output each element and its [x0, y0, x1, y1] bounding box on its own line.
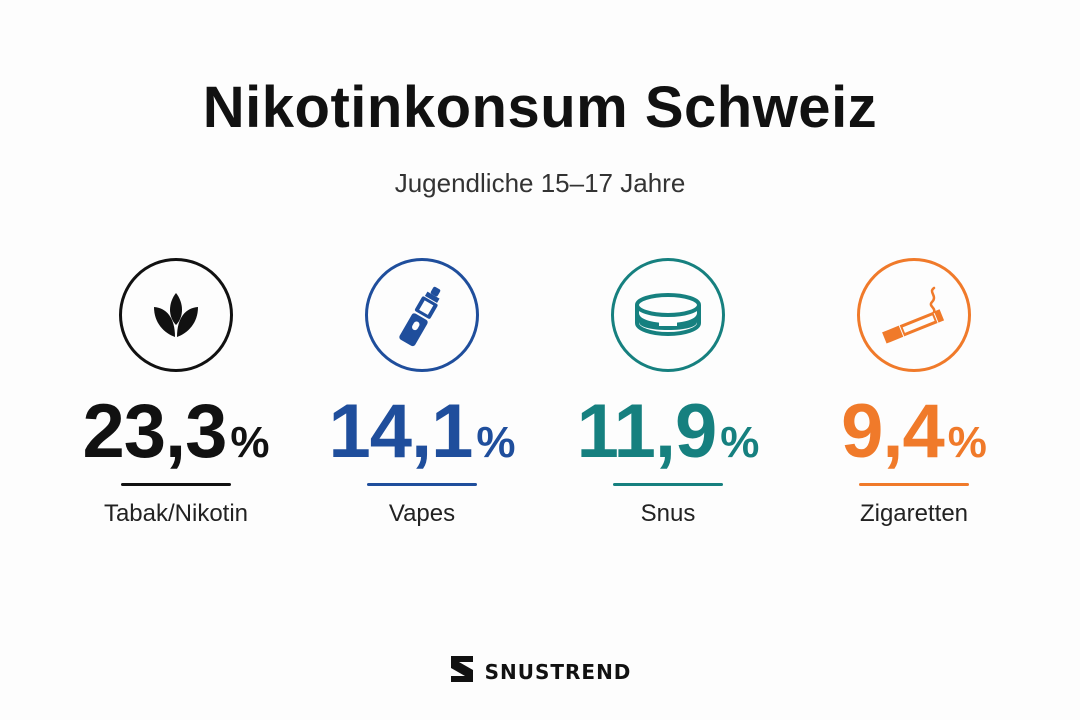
snustrend-logo-icon	[449, 654, 475, 689]
stat-snus: 11,9% Snus	[543, 258, 793, 528]
stat-value: 14,1	[328, 389, 473, 474]
page-title: Nikotinkonsum Schweiz	[202, 75, 878, 140]
page-subtitle: Jugendliche 15–17 Jahre	[394, 168, 686, 198]
cigarette-icon	[857, 258, 971, 372]
stat-tabak: 23,3% Tabak/Nikotin	[51, 258, 301, 528]
stat-unit: %	[230, 418, 270, 467]
leaf-icon	[119, 258, 233, 372]
stat-value: 9,4	[841, 389, 945, 474]
stat-underline	[613, 483, 723, 486]
brand-name: SNUSTREND	[484, 659, 632, 684]
snus-can-icon	[611, 258, 725, 372]
stat-underline	[859, 483, 969, 486]
vape-icon	[365, 258, 479, 372]
stat-unit: %	[947, 418, 987, 467]
stat-vapes: 14,1% Vapes	[297, 258, 547, 528]
stat-underline	[121, 483, 231, 486]
stat-unit: %	[720, 418, 760, 467]
brand: SNUSTREND	[0, 654, 1080, 689]
stat-underline	[367, 483, 477, 486]
stat-label: Tabak/Nikotin	[103, 500, 249, 527]
stat-zigaretten: 9,4% Zigaretten	[789, 258, 1039, 528]
stat-label: Zigaretten	[859, 500, 969, 527]
stat-unit: %	[476, 418, 516, 467]
stat-label: Snus	[640, 500, 696, 527]
stat-value: 11,9	[576, 389, 718, 474]
stat-value: 23,3	[82, 389, 227, 474]
stat-label: Vapes	[388, 500, 456, 527]
